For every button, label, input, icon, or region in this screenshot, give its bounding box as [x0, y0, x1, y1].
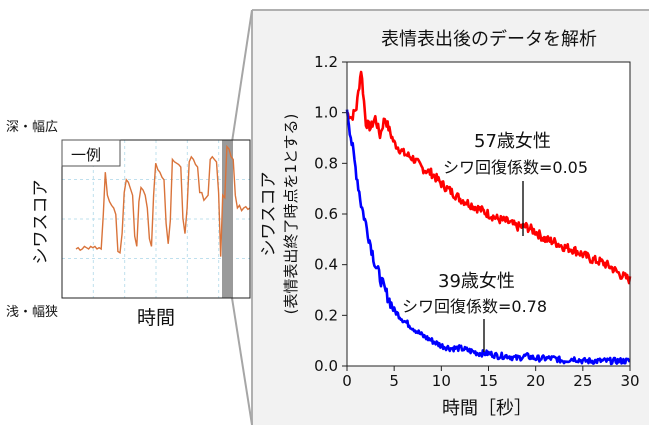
x-tick-label: 25 [573, 372, 592, 390]
right-series [345, 70, 632, 366]
x-tick-label: 20 [526, 372, 545, 390]
x-tick-label: 30 [620, 372, 639, 390]
y-tick-label: 0.0 [314, 357, 338, 375]
y-tick-label: 0.4 [314, 256, 338, 274]
x-tick-label: 10 [432, 372, 451, 390]
y-tick-label: 0.2 [314, 306, 338, 324]
y-tick-label: 1.0 [314, 104, 338, 122]
left-legend-box [61, 139, 121, 167]
annotation-39: シワ回復係数=0.78 [402, 297, 547, 316]
right-axes: 0 5 10 15 20 25 30 0.0 0.2 0.4 0.6 0.8 1.0 1.2 [314, 53, 639, 390]
right-y-axis-label-line1: シワスコア [259, 172, 279, 257]
left-legend-text: 一例 [71, 146, 101, 164]
right-plot-frame [346, 61, 631, 367]
series-label-57: 57歳女性 [474, 131, 551, 152]
left-plot-frame [61, 139, 251, 299]
zoom-connector-bottom [231, 297, 253, 425]
x-tick-label: 5 [389, 372, 399, 390]
annotation-57: シワ回復係数=0.05 [443, 158, 588, 177]
x-tick-label: 0 [342, 372, 352, 390]
y-tick-label: 1.2 [314, 53, 338, 71]
left-y-top-label: 深・幅広 [6, 120, 58, 135]
zoom-connector-top [231, 9, 253, 143]
left-y-axis-label: シワスコア [31, 180, 51, 265]
series-line-39 [345, 109, 631, 366]
left-y-bottom-label: 浅・幅狭 [6, 305, 58, 320]
y-tick-label: 0.8 [314, 154, 338, 172]
series-label-39: 39歳女性 [438, 271, 515, 292]
chart-title: 表情表出後のデータを解析 [381, 29, 597, 50]
right-chart: 表情表出後のデータを解析 0 5 10 15 20 25 30 0.0 0.2 0.4 0.6 0.8… [259, 29, 640, 419]
left-series-line [75, 144, 251, 257]
series-line-57 [346, 70, 632, 285]
left-chart: 一例 深・幅広 浅・幅狭 シワスコア 時間 [6, 120, 251, 329]
analysis-window-highlight [222, 140, 233, 298]
y-tick-label: 0.6 [314, 205, 338, 223]
left-x-axis-label: 時間 [137, 307, 175, 329]
right-y-axis-label-line2: (表情表出終了時点を1とする) [282, 114, 300, 315]
x-tick-label: 15 [479, 372, 498, 390]
right-x-axis-label: 時間［秒］ [442, 398, 532, 419]
